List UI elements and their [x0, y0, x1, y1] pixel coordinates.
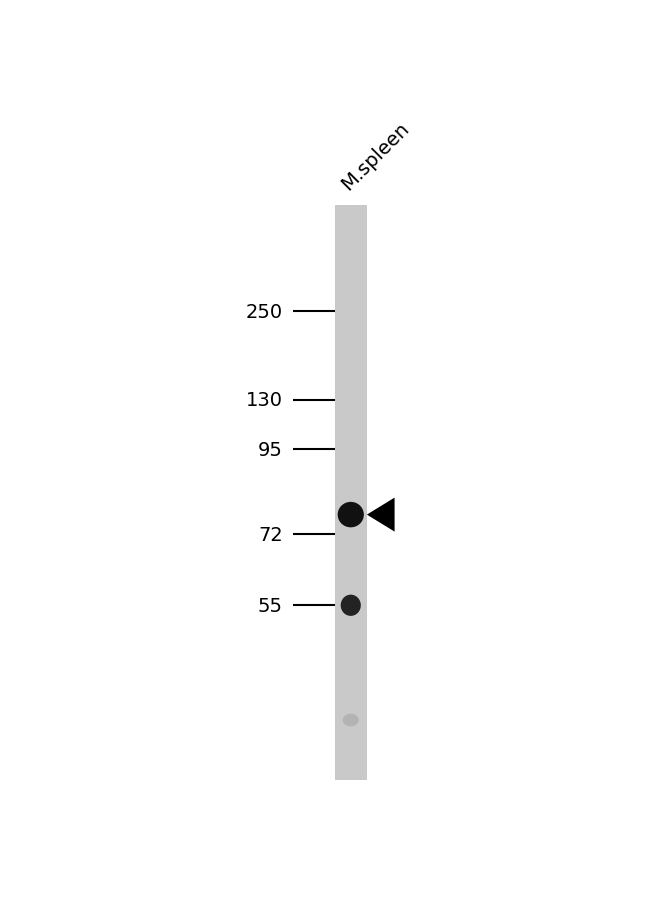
Text: M.spleen: M.spleen	[337, 119, 413, 194]
Ellipse shape	[341, 595, 361, 617]
Text: 250: 250	[246, 302, 283, 322]
Polygon shape	[367, 498, 395, 532]
Text: 95: 95	[258, 440, 283, 460]
Text: 130: 130	[246, 391, 283, 410]
Ellipse shape	[343, 714, 359, 727]
Text: 72: 72	[258, 526, 283, 544]
Text: 55: 55	[258, 596, 283, 615]
Bar	[335, 206, 367, 779]
Ellipse shape	[337, 503, 364, 528]
